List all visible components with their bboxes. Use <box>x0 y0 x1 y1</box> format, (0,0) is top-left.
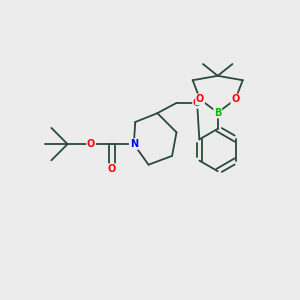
Text: O: O <box>108 164 116 174</box>
Text: O: O <box>193 98 201 108</box>
Text: B: B <box>214 108 221 118</box>
Text: O: O <box>87 139 95 149</box>
Text: O: O <box>231 94 239 104</box>
Text: O: O <box>196 94 204 104</box>
Text: N: N <box>130 139 138 149</box>
